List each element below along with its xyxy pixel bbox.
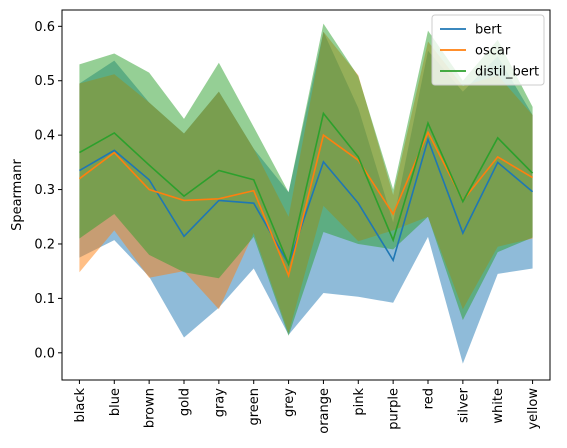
x-axis: black blue brown gold gray green grey orange pin…: [73, 380, 541, 434]
line-distil_bert: [79, 111, 534, 267]
x-tick-label-gold: gold: [178, 388, 193, 416]
x-tick-label-white: white: [491, 388, 506, 424]
legend-label-distil_bert: distil_bert: [475, 65, 539, 80]
x-tick-label-blue: blue: [108, 388, 123, 416]
y-tick-label: 0.3: [34, 183, 55, 198]
band-distil_bert: [79, 23, 533, 336]
legend-label-bert: bert: [475, 23, 502, 38]
line-bert: [79, 136, 534, 267]
legend-box: [431, 14, 545, 86]
confidence-bands: [79, 23, 533, 364]
x-tick-label-yellow: yellow: [526, 388, 541, 430]
legend: bert oscar distil_bert: [431, 14, 545, 86]
x-tick-label-grey: grey: [282, 388, 297, 417]
plot-frame: [61, 9, 551, 381]
series-lines: [78, 111, 534, 279]
x-tick-label-purple: purple: [387, 388, 402, 430]
x-tick-label-black: black: [73, 388, 88, 423]
x-tick-label-brown: brown: [143, 388, 158, 428]
x-tick-label-orange: orange: [317, 388, 332, 434]
x-tick-label-gray: gray: [212, 388, 227, 418]
y-tick-label: 0.6: [34, 20, 55, 35]
x-tick-label-silver: silver: [456, 387, 471, 423]
y-tick-label: 0.1: [34, 292, 55, 307]
y-tick-label: 0.0: [34, 346, 55, 361]
y-tick-label: 0.2: [34, 237, 55, 252]
y-tick-label: 0.4: [34, 129, 55, 144]
y-tick-label: 0.5: [34, 74, 55, 89]
x-tick-label-pink: pink: [352, 388, 367, 416]
x-tick-label-red: red: [422, 388, 437, 409]
y-axis: 0.0 0.1 0.2 0.3 0.4 0.5 0.6: [34, 20, 62, 361]
x-tick-label-green: green: [247, 388, 262, 426]
legend-label-oscar: oscar: [475, 44, 511, 59]
y-axis-title: Spearmanr: [10, 158, 25, 230]
